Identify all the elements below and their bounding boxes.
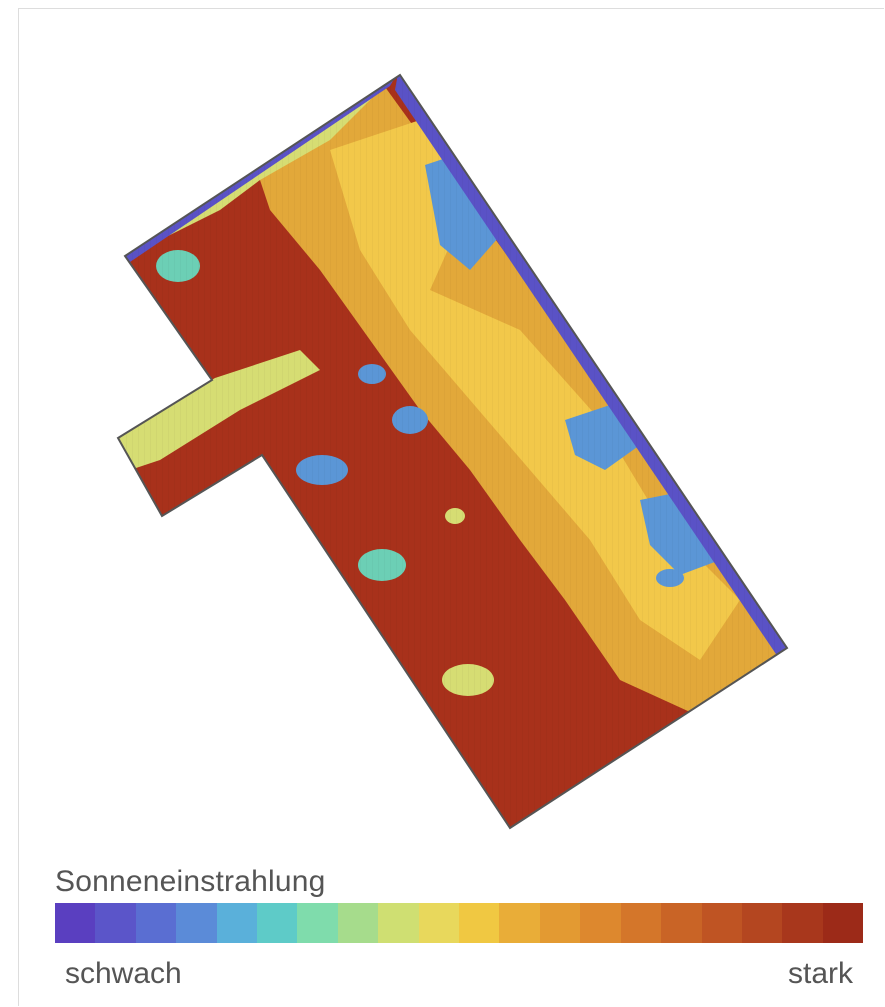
legend-swatch-9 [378,903,419,943]
legend-swatch-16 [661,903,702,943]
roof-outline [116,73,789,830]
legend-swatch-8 [337,903,379,943]
legend-swatch-1 [55,903,96,943]
legend-swatch-7 [297,903,338,943]
legend-swatch-5 [216,903,258,943]
legend-swatch-14 [580,903,621,943]
roof-surface [118,75,787,828]
legend-max-label: stark [787,957,853,990]
legend-swatch-18 [741,903,783,943]
legend-title: Sonneneinstrahlung [55,865,326,898]
legend-swatch-3 [135,903,177,943]
texture-overlay [118,75,787,828]
legend-swatch-6 [257,903,298,943]
legend-swatch-19 [782,903,823,943]
legend-min-label: schwach [65,957,182,990]
legend-swatch-20 [822,903,864,943]
legend-swatch-17 [701,903,742,943]
legend-swatch-13 [539,903,581,943]
legend-swatch-15 [620,903,662,943]
roof-irradiance-svg [116,73,789,830]
legend-swatch-11 [459,903,500,943]
legend-swatch-12 [499,903,540,943]
legend-swatch-2 [95,903,136,943]
legend-swatch-10 [418,903,460,943]
legend-swatch-4 [176,903,217,943]
solar-irradiance-map [116,73,789,830]
legend-color-scale [55,903,864,943]
